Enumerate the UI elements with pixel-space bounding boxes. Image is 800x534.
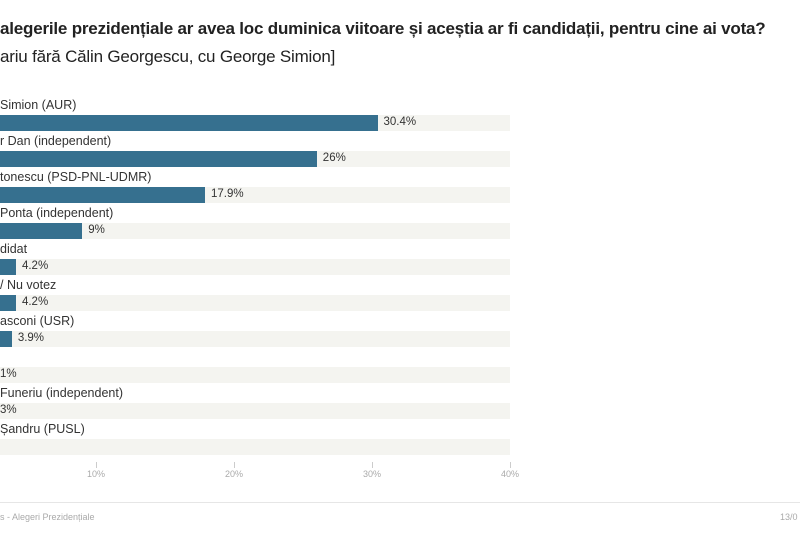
bar-label: r Dan (independent): [0, 134, 112, 148]
bar-value-label: 4.2%: [21, 260, 49, 272]
bar-label: tonescu (PSD-PNL-UDMR): [0, 170, 152, 184]
bar-value-label: 1%: [0, 368, 17, 380]
bar-track: [0, 331, 510, 347]
x-tick: [510, 462, 511, 468]
x-tick: [96, 462, 97, 468]
bar: [0, 331, 12, 347]
bar-value-label: 3%: [0, 404, 17, 416]
bar-track: [0, 223, 510, 239]
bar-label: Simion (AUR): [0, 98, 77, 112]
bar: [0, 115, 378, 131]
bar-track: [0, 367, 510, 383]
bar-label: didat: [0, 242, 28, 256]
bar: [0, 187, 206, 203]
bar-track: [0, 439, 510, 455]
bar-track: [0, 295, 510, 311]
bar-value-label: 3.9%: [17, 332, 45, 344]
x-tick-label: 30%: [362, 469, 382, 479]
bar-label: Funeriu (independent): [0, 386, 123, 400]
chart-subtitle: ariu fără Călin Georgescu, cu George Sim…: [0, 47, 336, 66]
footer-date: 13/0: [780, 512, 798, 522]
bar-value-label: 4.2%: [21, 296, 49, 308]
bar: [0, 151, 317, 167]
bar-value-label: 17.9%: [211, 188, 244, 200]
chart-title: alegerile prezidențiale ar avea loc dumi…: [0, 19, 766, 38]
bar-value-label: 9%: [88, 224, 105, 236]
x-tick-label: 10%: [86, 469, 106, 479]
bar-label: Ponta (independent): [0, 206, 114, 220]
bar-label: asconi (USR): [0, 314, 75, 328]
x-tick: [234, 462, 235, 468]
bar-label: Șandru (PUSL): [0, 422, 85, 436]
bar: [0, 259, 16, 275]
bar-value-label: 30.4%: [383, 116, 417, 128]
x-tick-label: 40%: [500, 469, 520, 479]
bar-track: [0, 403, 510, 419]
bar: [0, 295, 16, 311]
bar-label: / Nu votez: [0, 278, 57, 292]
x-tick-label: 20%: [224, 469, 244, 479]
bar: [0, 223, 83, 239]
footer-divider: [0, 502, 800, 503]
bar-track: [0, 259, 510, 275]
x-tick: [372, 462, 373, 468]
bar-value-label: 26%: [322, 152, 346, 164]
footer-source: s - Alegeri Prezidențiale: [0, 512, 95, 522]
